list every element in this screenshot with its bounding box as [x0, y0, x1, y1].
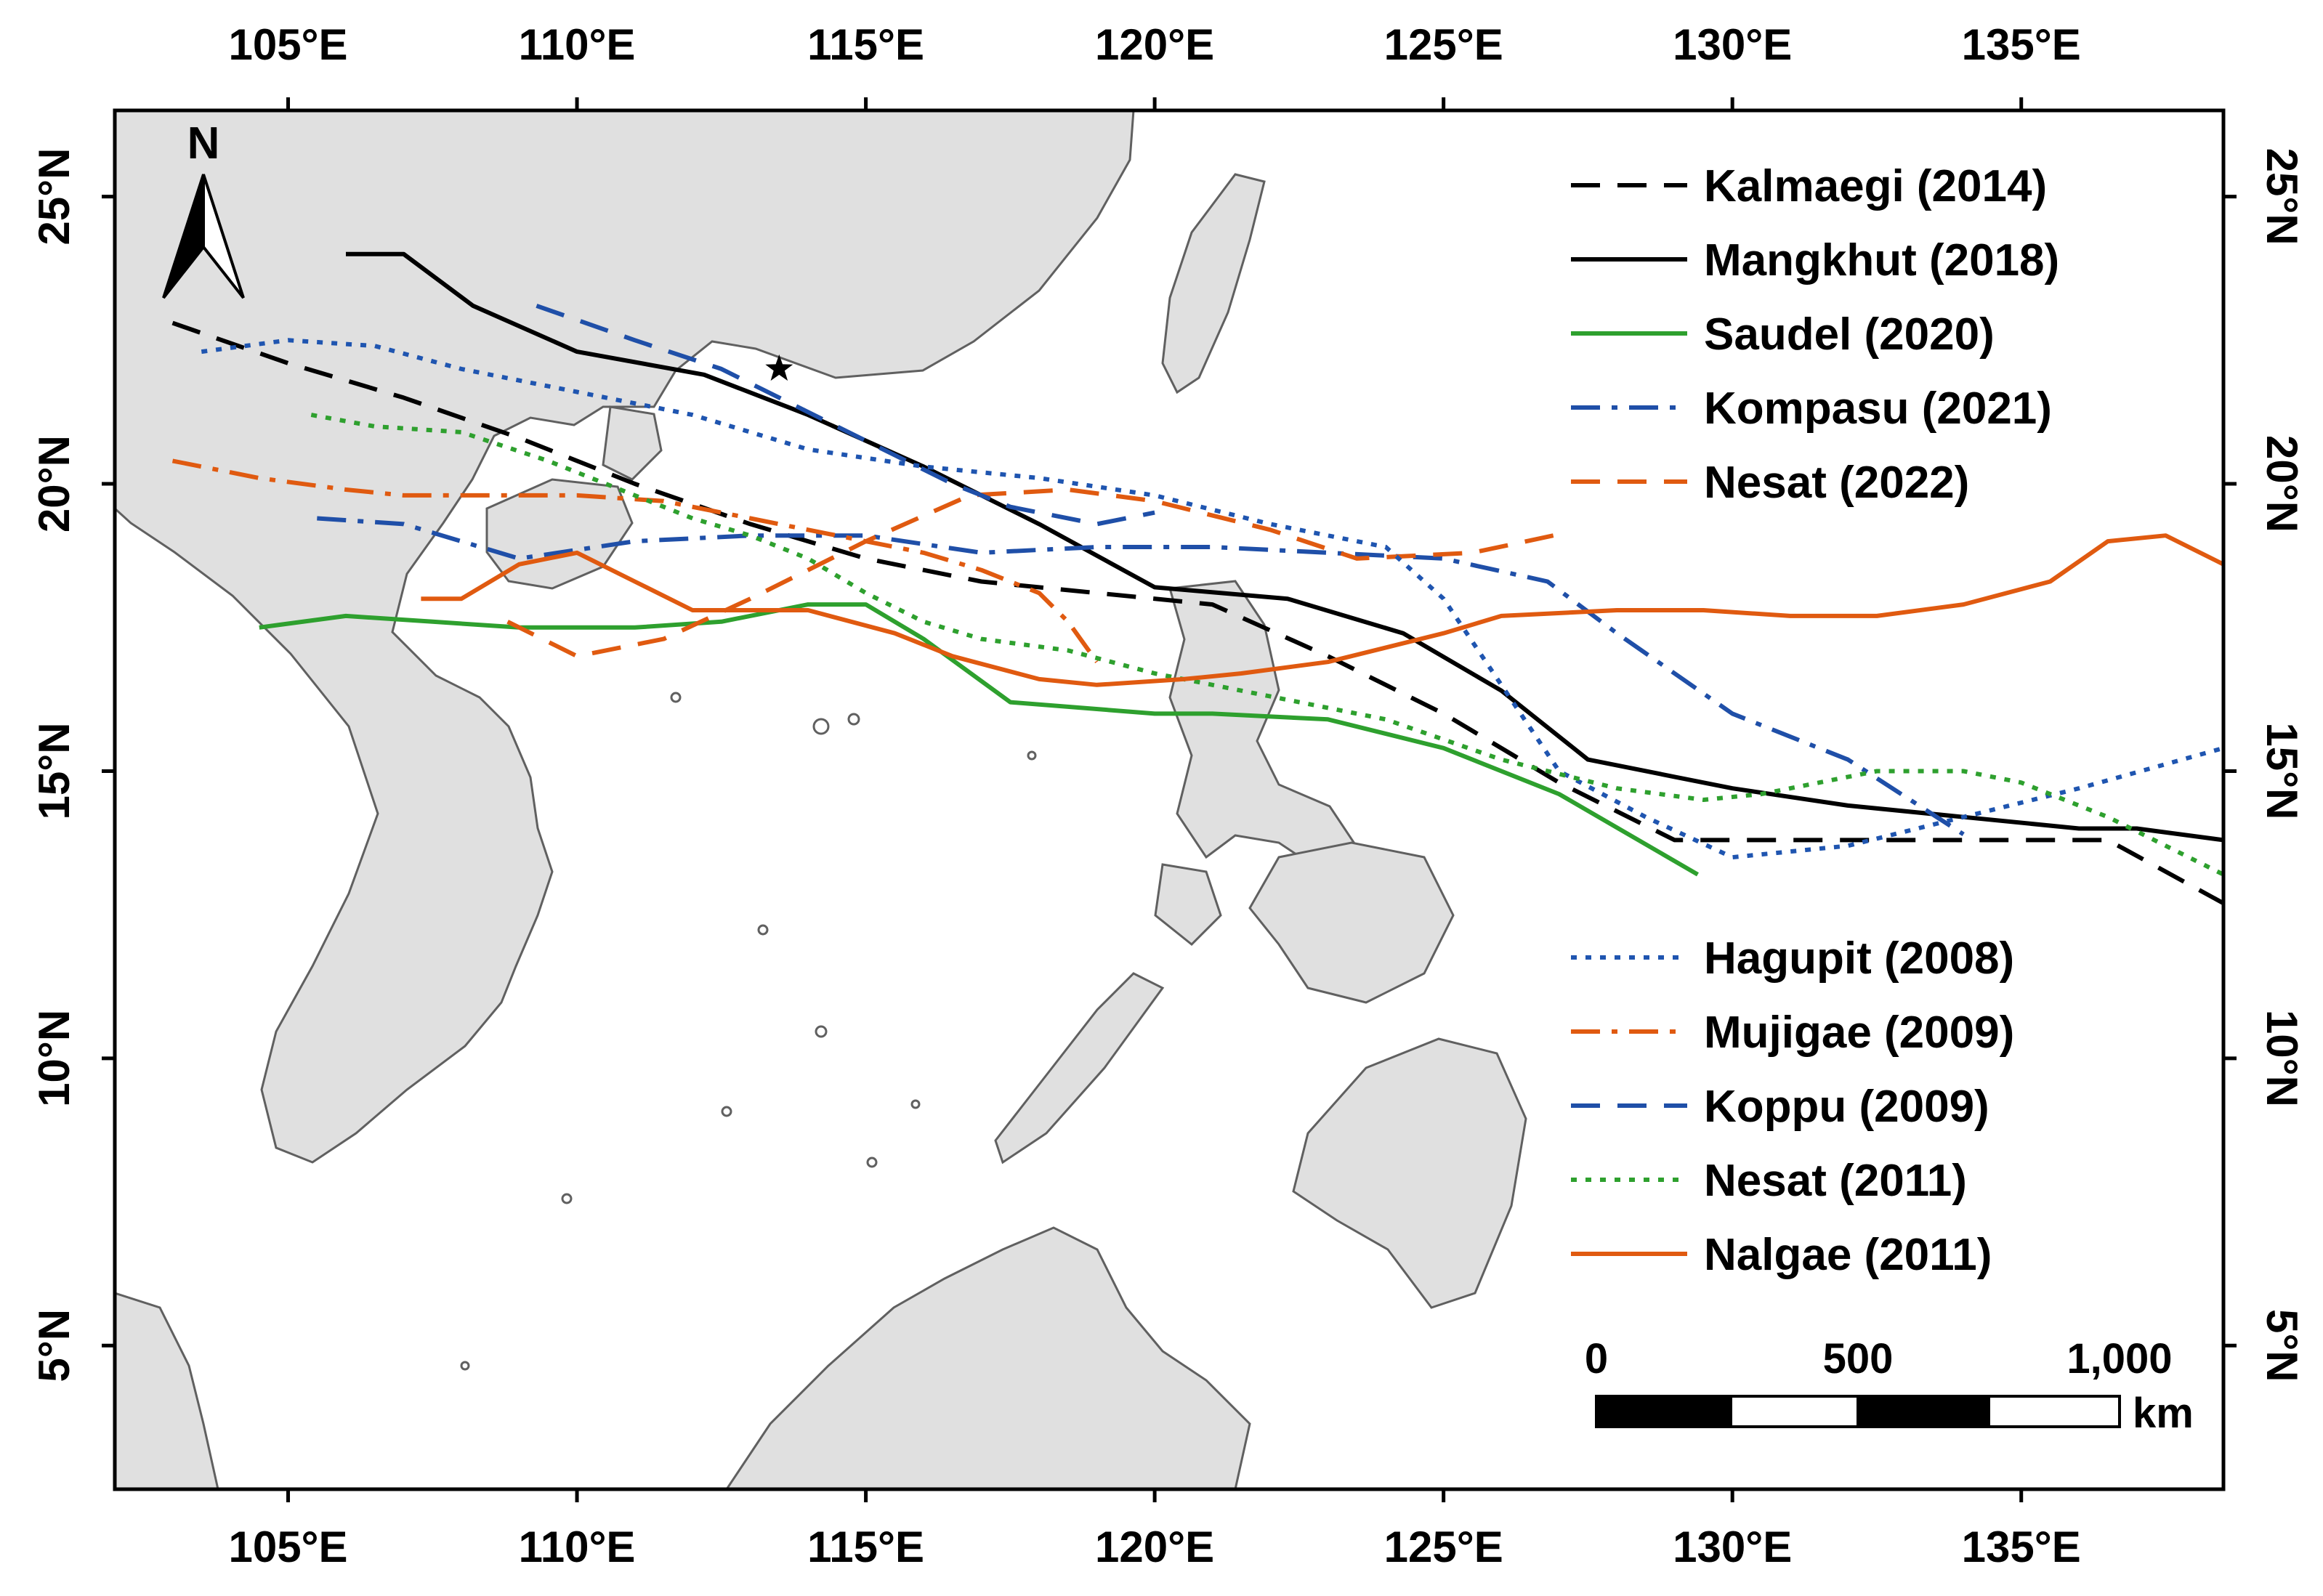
scale-segment-2	[1729, 1395, 1859, 1428]
legend-label-kalmaegi-2014: Kalmaegi (2014)	[1704, 161, 2047, 211]
track-koppu-2009	[536, 304, 1155, 527]
reef-islets	[460, 692, 1037, 1371]
lat-label-left: 5°N	[30, 1309, 78, 1382]
lon-label-bottom: 130°E	[1673, 1523, 1792, 1571]
legend-label-mangkhut-2018: Mangkhut (2018)	[1704, 235, 2059, 285]
scale-label-0: 0	[1585, 1335, 1608, 1382]
lat-label-left: 25°N	[30, 148, 78, 246]
legend-label-koppu-2009: Koppu (2009)	[1704, 1082, 1989, 1132]
legend-label-nesat-2022: Nesat (2022)	[1704, 458, 1969, 508]
track-mujigae-2009	[171, 458, 1099, 663]
star-marker-layer	[765, 354, 793, 381]
track-nesat-2022	[506, 487, 1554, 659]
track-saudel-2020	[259, 602, 1700, 877]
lat-label-right: 15°N	[2258, 722, 2306, 819]
lon-label-top: 110°E	[519, 20, 636, 69]
lon-label-bottom: 135°E	[1962, 1523, 2081, 1571]
lat-label-right: 10°N	[2258, 1010, 2306, 1107]
mindoro-island	[1154, 863, 1222, 947]
track-hagupit-2008	[201, 338, 2223, 860]
legend-label-nalgae-2011: Nalgae (2011)	[1704, 1230, 1992, 1280]
scale-label-500: 500	[1823, 1335, 1894, 1382]
taiwan-island	[1161, 173, 1266, 394]
lon-label-top: 125°E	[1384, 20, 1503, 69]
land-layer	[115, 110, 1527, 1489]
lon-label-bottom: 105°E	[228, 1523, 347, 1571]
leizhou-peninsula	[602, 405, 663, 481]
graticule-ticks: 105°E 105°E 110°E 110°E 115°E 115°E 120°E 120°E…	[30, 20, 2306, 1571]
legend-label-nesat-2011: Nesat (2011)	[1704, 1156, 1967, 1206]
scale-segment-1	[1595, 1395, 1732, 1428]
lon-label-top: 105°E	[228, 20, 347, 69]
lon-label-bottom: 125°E	[1384, 1523, 1503, 1571]
legend-label-kompasu-2021: Kompasu (2021)	[1704, 384, 2052, 434]
track-kalmaegi-2014	[171, 320, 2223, 906]
track-nalgae-2011	[421, 533, 2223, 687]
map-frame	[113, 108, 2226, 1491]
lat-label-right: 25°N	[2258, 148, 2306, 246]
lon-label-top: 135°E	[1962, 20, 2081, 69]
scale-bar: 0 500 1,000 km	[1585, 1335, 2194, 1437]
lon-label-top: 130°E	[1673, 20, 1792, 69]
north-arrow-icon-right	[202, 174, 245, 299]
lon-label-bottom: 115°E	[807, 1523, 924, 1571]
legend-label-hagupit-2008: Hagupit (2008)	[1704, 933, 2014, 984]
scale-label-1000: 1,000	[2067, 1335, 2172, 1382]
mainland-asia	[115, 110, 1135, 1164]
lon-label-bottom: 110°E	[519, 1523, 636, 1571]
lon-label-top: 115°E	[807, 20, 924, 69]
scale-unit: km	[2133, 1390, 2194, 1437]
tracks-layer	[171, 251, 2223, 906]
legend-bottom: Hagupit (2008) Mujigae (2009) Koppu (2009)…	[1571, 933, 2014, 1280]
north-arrow: N	[162, 118, 245, 299]
lat-label-right: 20°N	[2258, 435, 2306, 532]
palawan-island	[994, 972, 1165, 1164]
malay-peninsula	[115, 1292, 219, 1489]
scale-segment-3	[1857, 1395, 1990, 1428]
borneo-island	[725, 1226, 1251, 1489]
track-kompasu-2021	[317, 516, 1965, 837]
lat-label-right: 5°N	[2258, 1309, 2306, 1382]
visayas-islands	[1248, 841, 1455, 1004]
lon-label-top: 120°E	[1095, 20, 1214, 69]
north-arrow-label: N	[187, 118, 220, 169]
lon-label-bottom: 120°E	[1095, 1523, 1214, 1571]
track-nesat-2011	[310, 413, 2223, 877]
legend-top: Kalmaegi (2014) Mangkhut (2018) Saudel (20…	[1571, 161, 2059, 508]
mindanao-island	[1292, 1037, 1527, 1309]
lat-label-left: 20°N	[30, 435, 78, 532]
lat-label-left: 10°N	[30, 1010, 78, 1107]
track-mangkhut-2018	[346, 251, 2223, 843]
legend-label-mujigae-2009: Mujigae (2009)	[1704, 1008, 2014, 1058]
star-icon	[765, 354, 793, 381]
lat-label-left: 15°N	[30, 722, 78, 819]
luzon-island	[1168, 580, 1361, 873]
scale-segment-4	[1987, 1395, 2121, 1428]
legend-label-saudel-2020: Saudel (2020)	[1704, 309, 1995, 360]
